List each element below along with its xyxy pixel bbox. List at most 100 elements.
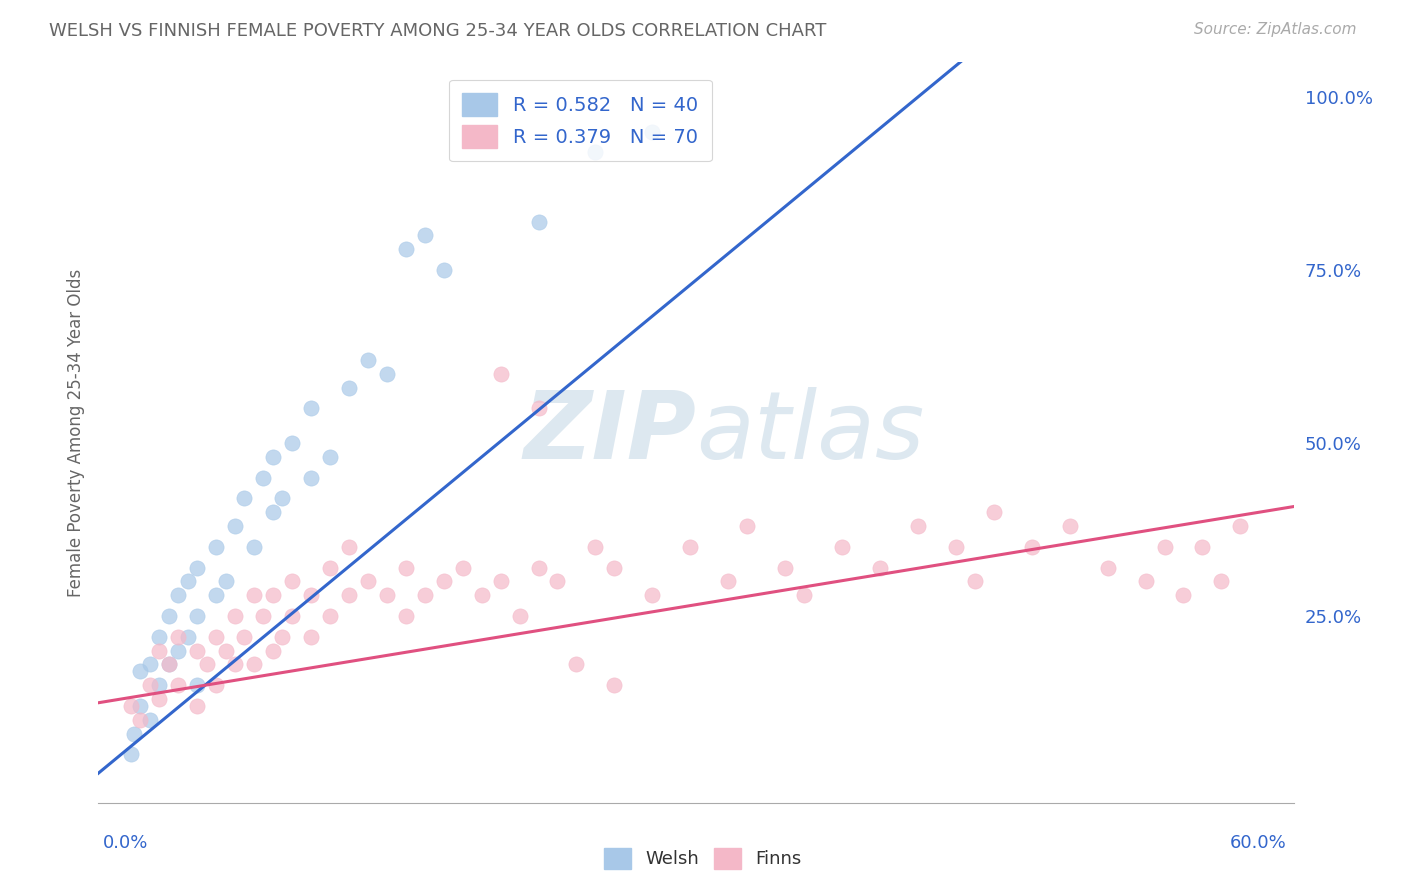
Point [157,609,180,624]
Point [205,630,228,644]
Point [176,630,198,644]
Point [509,609,531,624]
Point [252,609,274,624]
Point [337,540,360,554]
Point [167,643,190,657]
Point [205,678,228,692]
Point [243,540,266,554]
Point [243,588,266,602]
Point [186,698,208,713]
Point [138,678,160,692]
Point [583,145,606,160]
Point [186,643,208,657]
Point [262,643,284,657]
Point [124,726,146,740]
Point [148,630,170,644]
Point [299,588,322,602]
Point [138,657,160,672]
Point [319,450,342,464]
Point [773,560,796,574]
Point [527,560,550,574]
Point [1173,588,1195,602]
Text: atlas: atlas [696,387,924,478]
Point [603,678,626,692]
Point [157,657,180,672]
Point [167,678,190,692]
Point [262,505,284,519]
Point [395,242,418,256]
Point [395,560,418,574]
Point [489,367,512,381]
Point [565,657,588,672]
Point [357,353,380,368]
Point [1191,540,1213,554]
Point [375,367,398,381]
Point [963,574,986,589]
Point [224,609,246,624]
Point [583,540,606,554]
Point [271,630,294,644]
Point [357,574,380,589]
Point [148,643,170,657]
Point [1229,519,1251,533]
Point [717,574,740,589]
Point [120,747,142,762]
Point [433,574,456,589]
Text: 0.0%: 0.0% [103,834,148,852]
Point [603,560,626,574]
Point [983,505,1005,519]
Point [793,588,815,602]
Text: ZIP: ZIP [523,386,696,479]
Point [252,470,274,484]
Point [148,692,170,706]
Point [1211,574,1233,589]
Point [337,588,360,602]
Point [679,540,702,554]
Point [319,560,342,574]
Point [281,436,304,450]
Point [869,560,891,574]
Point [299,470,322,484]
Point [129,713,152,727]
Point [120,698,142,713]
Point [527,401,550,416]
Point [205,540,228,554]
Point [413,588,436,602]
Point [262,450,284,464]
Point [224,519,246,533]
Point [167,630,190,644]
Point [945,540,967,554]
Point [395,609,418,624]
Point [129,665,152,679]
Point [157,657,180,672]
Point [186,560,208,574]
Point [262,588,284,602]
Point [214,574,236,589]
Point [233,630,256,644]
Point [299,401,322,416]
Point [271,491,294,506]
Point [167,588,190,602]
Point [138,713,160,727]
Point [489,574,512,589]
Legend: Welsh, Finns: Welsh, Finns [598,840,808,876]
Point [281,574,304,589]
Point [176,574,198,589]
Point [451,560,474,574]
Y-axis label: Female Poverty Among 25-34 Year Olds: Female Poverty Among 25-34 Year Olds [66,268,84,597]
Point [1059,519,1081,533]
Point [471,588,494,602]
Point [319,609,342,624]
Point [433,263,456,277]
Point [243,657,266,672]
Point [224,657,246,672]
Point [413,228,436,243]
Point [205,588,228,602]
Legend: R = 0.582   N = 40, R = 0.379   N = 70: R = 0.582 N = 40, R = 0.379 N = 70 [449,79,711,161]
Point [1153,540,1175,554]
Point [831,540,853,554]
Point [375,588,398,602]
Text: 60.0%: 60.0% [1230,834,1286,852]
Point [281,609,304,624]
Point [1097,560,1119,574]
